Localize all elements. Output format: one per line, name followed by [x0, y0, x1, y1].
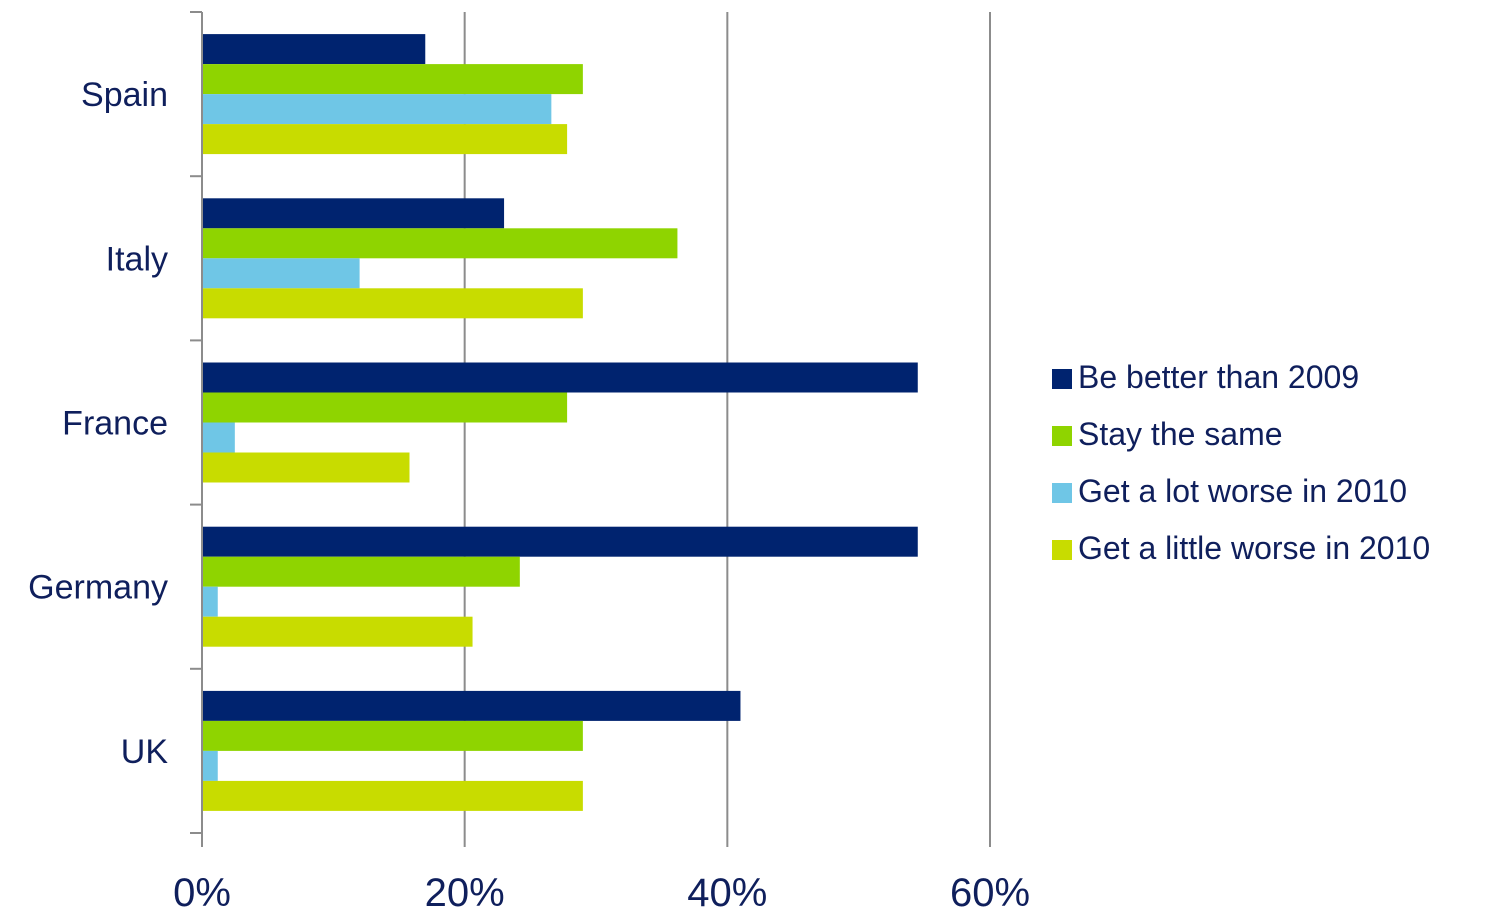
legend-label-2: Stay the same [1078, 416, 1283, 452]
bar-uk-series-2 [202, 720, 583, 751]
bar-uk-series-3 [202, 750, 218, 781]
bar-germany-series-1 [202, 526, 918, 557]
x-tick-label-3: 60% [950, 871, 1030, 915]
bar-france-series-1 [202, 362, 918, 393]
bar-spain-series-3 [202, 94, 552, 125]
bar-france-series-3 [202, 422, 235, 453]
bar-uk-series-1 [202, 690, 741, 721]
bar-germany-series-2 [202, 556, 520, 587]
category-label-uk: UK [121, 733, 169, 771]
x-tick-label-0: 0% [173, 871, 231, 915]
bar-italy-series-1 [202, 198, 505, 229]
legend-swatch-1 [1052, 369, 1072, 389]
legend-label-4: Get a little worse in 2010 [1078, 530, 1430, 566]
legend-label-1: Be better than 2009 [1078, 359, 1359, 395]
x-tick-label-2: 40% [687, 871, 767, 915]
bars [202, 34, 918, 811]
bar-france-series-2 [202, 392, 568, 423]
category-label-spain: Spain [81, 76, 168, 114]
category-label-italy: Italy [106, 240, 168, 278]
axes [190, 11, 991, 847]
bar-uk-series-4 [202, 780, 583, 811]
category-label-germany: Germany [28, 569, 168, 607]
bar-spain-series-1 [202, 34, 426, 65]
legend-swatch-4 [1052, 540, 1072, 560]
legend-swatch-2 [1052, 426, 1072, 446]
bar-germany-series-4 [202, 616, 473, 647]
bar-italy-series-2 [202, 228, 678, 259]
legend-label-3: Get a lot worse in 2010 [1078, 473, 1407, 509]
bar-germany-series-3 [202, 586, 218, 617]
x-tick-label-1: 20% [425, 871, 505, 915]
category-label-france: France [62, 405, 168, 443]
legend-swatch-3 [1052, 483, 1072, 503]
bar-spain-series-4 [202, 124, 568, 155]
bar-spain-series-2 [202, 64, 583, 95]
bar-italy-series-3 [202, 258, 360, 289]
bar-italy-series-4 [202, 288, 583, 319]
bar-france-series-4 [202, 452, 410, 483]
legend: Be better than 2009 Stay the same Get a lo… [1052, 359, 1430, 566]
labels: Spain Italy France Germany UK 0% 20% 40% 60% [28, 76, 1030, 915]
